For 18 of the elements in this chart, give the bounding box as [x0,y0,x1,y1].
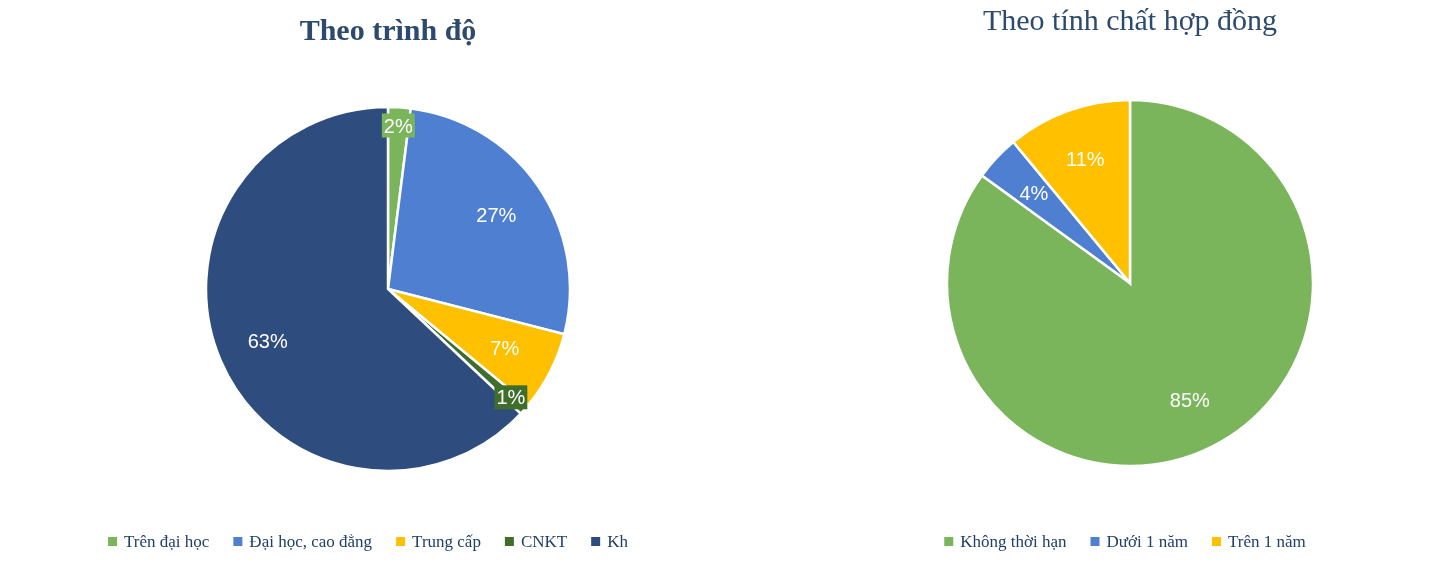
data-label: 7% [490,337,520,360]
legend-label: Không thời hạn [960,532,1068,551]
legend-label: CNKT [520,532,568,551]
data-label: 4% [1019,181,1049,204]
legend-label: Dưới 1 năm [1106,532,1188,551]
legend-label: Trên đại học [124,532,210,551]
data-label: 1% [496,386,526,409]
data-label: 63% [247,330,288,353]
chart-title: Theo trình độ [299,13,477,46]
data-label: 85% [1169,389,1211,412]
data-label: 2% [383,114,413,137]
legend-label: Trên 1 năm [1227,532,1306,551]
data-label: 27% [476,204,517,227]
data-label: 11% [1066,148,1105,171]
legend-label: Kh [607,532,629,551]
chart-title: Theo tính chất hợp đồng [982,3,1278,36]
legend-label: Trung cấp [412,532,481,551]
legend-label: Đại học, cao đẳng [249,532,373,551]
